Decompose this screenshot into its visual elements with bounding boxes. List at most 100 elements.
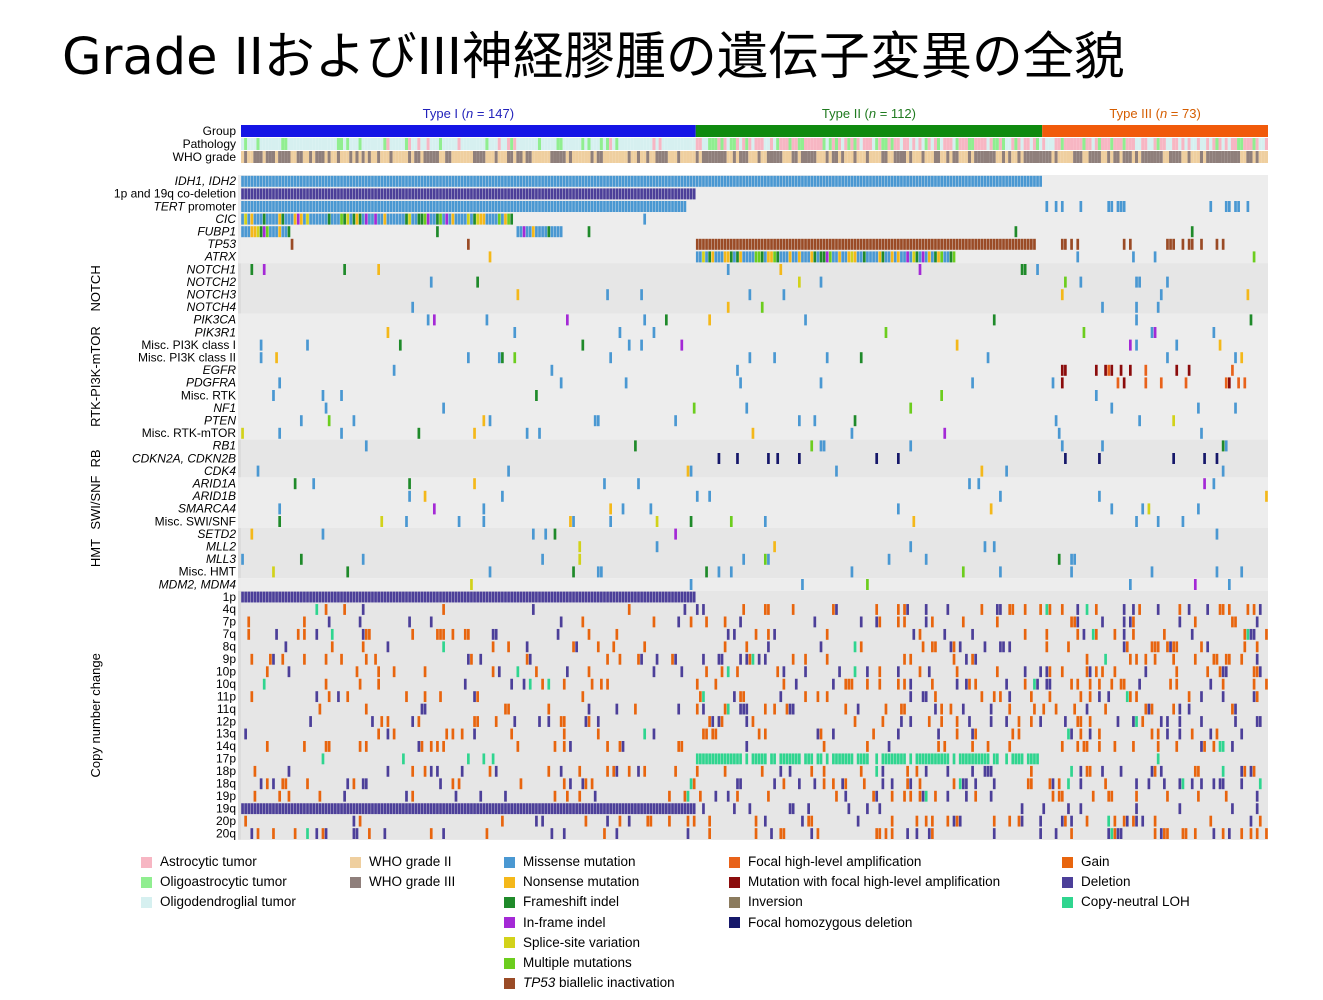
alteration-cell bbox=[965, 678, 968, 690]
grade-cell bbox=[698, 151, 702, 163]
pathology-cell bbox=[964, 138, 968, 150]
alteration-cell bbox=[1125, 641, 1129, 653]
alteration-cell bbox=[473, 691, 476, 703]
alteration-cell bbox=[726, 264, 730, 275]
alteration-cell bbox=[299, 188, 303, 200]
alteration-cell bbox=[1175, 641, 1179, 653]
alteration-cell bbox=[380, 803, 384, 815]
alteration-cell bbox=[742, 553, 746, 565]
alteration-cell bbox=[553, 790, 557, 802]
pathology-cell bbox=[856, 138, 860, 150]
alteration-cell bbox=[550, 828, 554, 839]
alteration-cell bbox=[668, 175, 671, 187]
alteration-cell bbox=[958, 641, 962, 653]
legend-swatch bbox=[504, 937, 515, 949]
alteration-cell bbox=[398, 591, 402, 603]
alteration-cell bbox=[664, 591, 668, 603]
alteration-cell bbox=[473, 213, 476, 225]
grade-cell bbox=[943, 151, 947, 163]
alteration-cell bbox=[525, 226, 529, 238]
alteration-cell bbox=[432, 213, 436, 225]
alteration-cell bbox=[627, 591, 631, 603]
alteration-cell bbox=[813, 616, 817, 628]
pathology-cell bbox=[312, 138, 316, 150]
alteration-cell bbox=[411, 213, 415, 225]
alteration-cell bbox=[312, 201, 316, 212]
alteration-cell bbox=[677, 175, 681, 187]
alteration-cell bbox=[773, 628, 776, 640]
alteration-cell bbox=[1033, 238, 1036, 250]
alteration-cell bbox=[609, 352, 613, 364]
alteration-cell bbox=[299, 175, 303, 187]
alteration-cell bbox=[1122, 238, 1126, 250]
alteration-cell bbox=[1070, 728, 1073, 740]
alteration-cell bbox=[760, 251, 764, 263]
pathology-cell bbox=[1159, 138, 1163, 150]
alteration-cell bbox=[296, 201, 300, 212]
alteration-cell bbox=[924, 753, 928, 765]
alteration-cell bbox=[859, 616, 863, 628]
alteration-cell bbox=[1045, 201, 1049, 212]
alteration-cell bbox=[909, 678, 913, 690]
alteration-cell bbox=[655, 591, 659, 603]
alteration-cell bbox=[1175, 666, 1179, 678]
alteration-cell bbox=[875, 753, 879, 765]
alteration-cell bbox=[491, 213, 495, 225]
alteration-cell bbox=[334, 175, 337, 187]
alteration-cell bbox=[1064, 716, 1067, 727]
alteration-cell bbox=[1227, 653, 1231, 665]
grade-cell bbox=[442, 151, 446, 163]
grade-cell bbox=[1187, 151, 1191, 163]
grade-cell bbox=[1082, 151, 1086, 163]
alteration-cell bbox=[909, 251, 913, 263]
alteration-cell bbox=[467, 213, 470, 225]
legend-swatch bbox=[729, 856, 740, 868]
legend-swatch bbox=[504, 977, 515, 989]
pathology-cell bbox=[404, 138, 409, 150]
pathology-cell bbox=[627, 138, 631, 150]
alteration-cell bbox=[1138, 678, 1141, 690]
alteration-cell bbox=[915, 238, 919, 250]
row-label: TP53 bbox=[207, 237, 236, 251]
alteration-cell bbox=[609, 188, 613, 200]
alteration-cell bbox=[278, 503, 282, 515]
alteration-cell bbox=[596, 728, 600, 740]
alteration-cell bbox=[683, 591, 687, 603]
legend-swatch bbox=[729, 896, 740, 908]
alteration-cell bbox=[1060, 666, 1064, 678]
alteration-cell bbox=[680, 175, 684, 187]
alteration-cell bbox=[340, 427, 343, 439]
alteration-cell bbox=[627, 803, 631, 815]
alteration-cell bbox=[961, 566, 965, 578]
pathology-cell bbox=[271, 138, 276, 150]
alteration-cell bbox=[989, 703, 993, 715]
alteration-cell bbox=[961, 753, 965, 765]
alteration-cell bbox=[531, 188, 535, 200]
alteration-cell bbox=[278, 790, 282, 802]
pathology-cell bbox=[732, 138, 736, 150]
alteration-cell bbox=[327, 803, 331, 815]
alteration-cell bbox=[1227, 579, 1231, 590]
alteration-cell bbox=[661, 201, 665, 212]
alteration-cell bbox=[340, 653, 343, 665]
group-header-2: Type II (n = 112) bbox=[822, 106, 916, 121]
alteration-cell bbox=[513, 716, 517, 727]
alteration-cell bbox=[618, 653, 622, 665]
alteration-cell bbox=[896, 728, 900, 740]
alteration-cell bbox=[872, 175, 875, 187]
alteration-cell bbox=[457, 591, 461, 603]
alteration-cell bbox=[392, 728, 396, 740]
alteration-cell bbox=[504, 591, 507, 603]
grade-cell bbox=[1134, 151, 1139, 163]
alteration-cell bbox=[494, 213, 498, 225]
grade-cell bbox=[868, 151, 873, 163]
alteration-cell bbox=[992, 314, 996, 326]
row-bands bbox=[238, 175, 1268, 840]
alteration-cell bbox=[825, 352, 829, 364]
alteration-cell bbox=[501, 815, 504, 827]
alteration-cell bbox=[355, 803, 359, 815]
alteration-cell bbox=[627, 765, 631, 777]
alteration-cell bbox=[866, 251, 869, 263]
grade-cell bbox=[547, 151, 551, 163]
pathology-cell bbox=[655, 138, 659, 150]
